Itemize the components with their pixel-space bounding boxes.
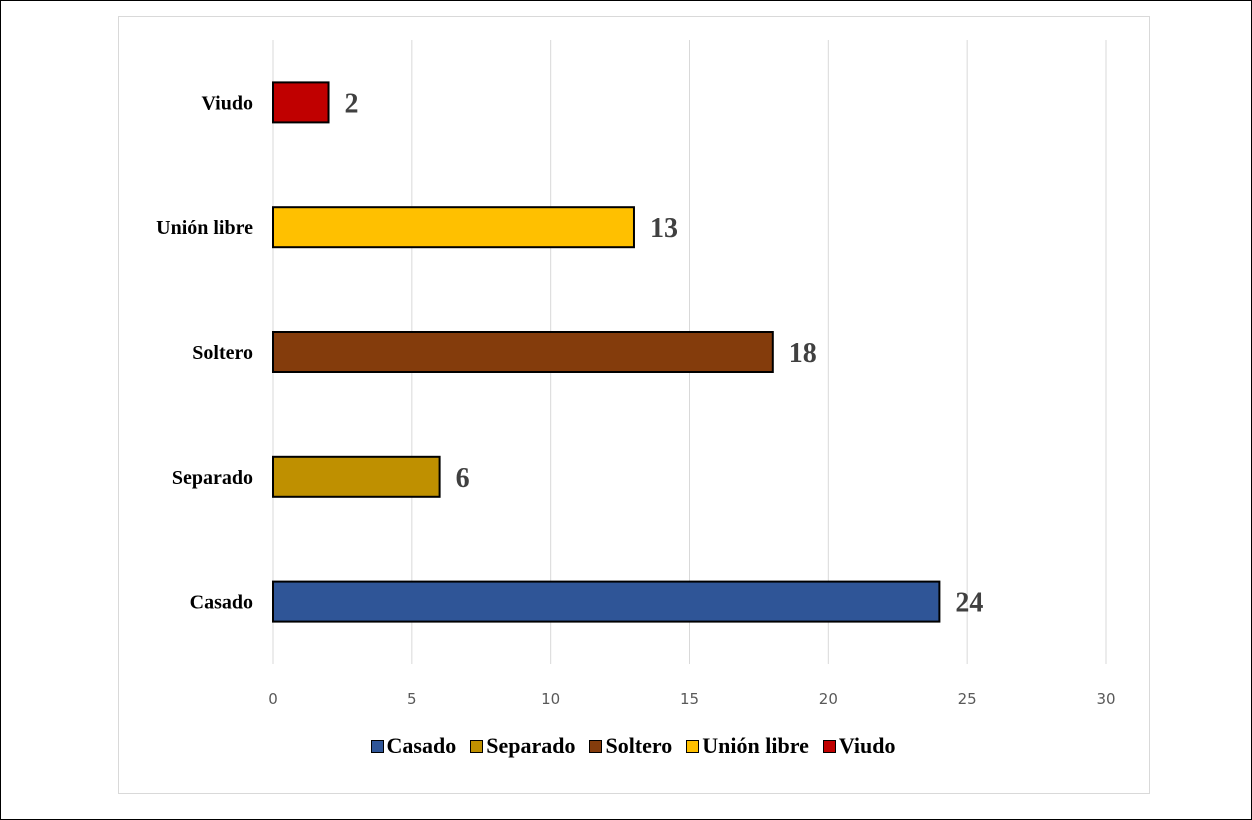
x-tick-label: 25 (958, 690, 977, 708)
legend-item: Unión libre (686, 733, 809, 759)
data-label: 6 (456, 463, 470, 494)
x-tick-label: 15 (680, 690, 699, 708)
chart-area (118, 16, 1150, 794)
x-tick-label: 0 (268, 690, 278, 708)
bar-separado (272, 455, 441, 498)
data-label: 18 (789, 338, 817, 369)
legend-label: Soltero (605, 733, 673, 758)
category-label: Soltero (192, 342, 253, 364)
category-label: Unión libre (156, 217, 253, 239)
category-label: Casado (190, 592, 253, 614)
legend: Casado Separado Soltero Unión libre Viudo (118, 733, 1148, 759)
category-label: Viudo (201, 92, 253, 114)
legend-swatch (589, 739, 603, 753)
data-label: 2 (345, 88, 359, 119)
category-label: Separado (172, 467, 253, 489)
legend-swatch (470, 739, 484, 753)
bar-unión-libre (272, 206, 635, 249)
legend-item: Soltero (589, 733, 672, 759)
x-tick-label: 30 (1096, 690, 1115, 708)
legend-swatch (686, 739, 700, 753)
data-label: 24 (955, 588, 983, 619)
bar-casado (272, 580, 941, 623)
legend-swatch (822, 739, 836, 753)
bar-viudo (272, 81, 330, 124)
data-label: 13 (650, 213, 678, 244)
legend-item: Separado (470, 733, 575, 759)
labels: 0 5 10 15 20 25 30 Casado 24 Separado 6 Soltero 18 Un… (156, 88, 1115, 708)
x-tick-label: 10 (541, 690, 560, 708)
legend-label: Casado (386, 733, 457, 758)
bar-soltero (272, 331, 774, 373)
legend-swatch (370, 739, 384, 753)
legend-item: Casado (370, 733, 457, 759)
legend-label: Unión libre (702, 733, 809, 758)
legend-label: Viudo (838, 733, 896, 758)
bars (272, 81, 941, 623)
legend-item: Viudo (822, 733, 896, 759)
x-tick-label: 5 (407, 690, 417, 708)
legend-label: Separado (486, 733, 576, 758)
x-tick-label: 20 (819, 690, 838, 708)
